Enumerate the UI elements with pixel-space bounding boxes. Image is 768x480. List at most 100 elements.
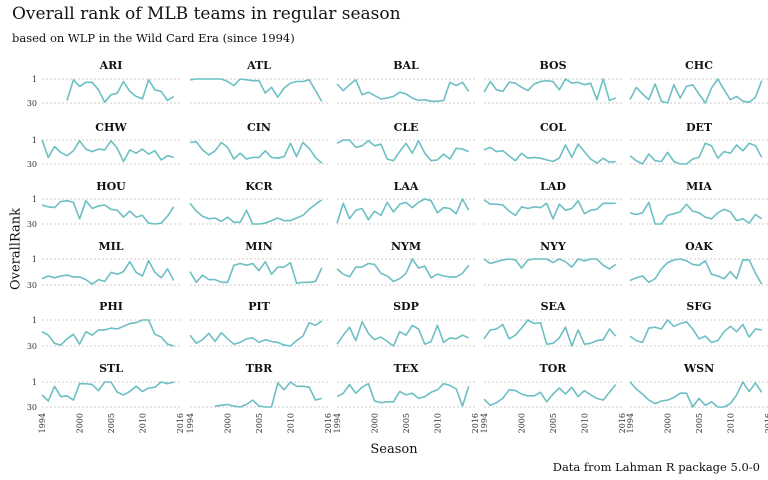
- x-tick-label: 2016: [471, 413, 480, 433]
- facet-title: BOS: [539, 59, 566, 72]
- series-line-phi: [41, 319, 174, 347]
- facet-panel-laa: LAA: [336, 180, 475, 225]
- x-tick-label: 2016: [764, 413, 768, 433]
- series-line-col: [483, 143, 616, 164]
- series-line-bos: [483, 78, 616, 102]
- x-tick-label: 2005: [255, 413, 264, 433]
- series-line-det: [629, 142, 763, 165]
- facet-panel-ari: ARI 1 30: [27, 59, 180, 108]
- facet-panel-lad: LAD: [483, 180, 622, 225]
- facet-panel-col: COL: [483, 121, 622, 165]
- facet-title: ATL: [246, 59, 271, 72]
- facet-panel-pit: PIT: [189, 300, 328, 347]
- series-line-sdp: [336, 321, 470, 347]
- chart-subtitle: based on WLP in the Wild Card Era (since…: [12, 31, 295, 45]
- series-line-lad: [483, 199, 616, 220]
- x-tick-label: 2010: [138, 413, 147, 433]
- x-tick-label: 1994: [186, 413, 195, 433]
- facet-title: BAL: [393, 59, 419, 72]
- facet-title: STL: [99, 362, 123, 375]
- x-tick-label: 2016: [324, 413, 333, 433]
- series-line-bal: [336, 79, 470, 103]
- facet-panel-mil: MIL 1 30: [27, 240, 180, 290]
- facet-title: CLE: [394, 121, 419, 134]
- facet-title: SDP: [393, 300, 419, 313]
- y-tick-label: 30: [27, 220, 37, 229]
- y-tick-label: 30: [27, 99, 37, 108]
- facet-title: NYM: [391, 240, 421, 253]
- y-tick-label: 1: [32, 255, 37, 264]
- facet-panel-tor: TOR 1994 2000 2005 2010 2016: [480, 362, 627, 433]
- series-line-hou: [41, 199, 175, 225]
- series-line-cle: [336, 139, 469, 162]
- facet-title: NYY: [540, 240, 566, 253]
- x-axis-label: Season: [370, 442, 418, 457]
- facet-title: ARI: [99, 59, 123, 72]
- facet-panel-sdp: SDP: [336, 300, 475, 347]
- series-line-mia: [629, 201, 763, 225]
- y-tick-label: 1: [32, 136, 37, 145]
- x-tick-label: 1994: [38, 413, 47, 433]
- series-line-chc: [629, 78, 763, 104]
- facet-panel-sea: SEA: [483, 300, 622, 347]
- facet-panel-hou: HOU 1 30: [27, 180, 180, 229]
- series-line-laa: [336, 198, 470, 224]
- x-tick-label: 2005: [107, 413, 116, 433]
- series-line-stl: [41, 381, 174, 402]
- facet-title: PHI: [99, 300, 123, 313]
- y-tick-label: 30: [27, 403, 37, 412]
- facet-title: CHW: [95, 121, 127, 134]
- x-tick-label: 2000: [371, 413, 380, 433]
- series-line-tor: [483, 384, 617, 407]
- y-tick-label: 30: [27, 281, 37, 290]
- facet-title: WSN: [683, 362, 714, 375]
- facet-panel-cin: CIN: [189, 121, 328, 165]
- facet-title: LAA: [394, 180, 419, 193]
- facet-panel-cle: CLE: [336, 121, 475, 165]
- facet-panel-tex: TEX 1994 2000 2005 2010 2016: [333, 362, 480, 433]
- facet-panel-atl: ATL: [189, 59, 328, 104]
- facet-title: MIA: [686, 180, 712, 193]
- facet-panel-nyy: NYY: [483, 240, 622, 286]
- x-tick-label: 2016: [176, 413, 185, 433]
- x-tick-label: 2000: [664, 413, 673, 433]
- facet-title: SEA: [541, 300, 566, 313]
- series-line-tex: [336, 382, 470, 407]
- chart-title: Overall rank of MLB teams in regular sea…: [12, 4, 401, 24]
- x-tick-label: 2000: [518, 413, 527, 433]
- x-tick-label: 2000: [224, 413, 233, 433]
- series-line-nym: [336, 258, 470, 283]
- series-line-mil: [41, 260, 175, 285]
- series-line-cin: [189, 140, 323, 164]
- facet-title: HOU: [96, 180, 126, 193]
- facet-panel-kcr: KCR: [189, 180, 328, 225]
- facet-title: PIT: [248, 300, 270, 313]
- facet-title: KCR: [245, 180, 273, 193]
- x-tick-label: 1994: [480, 413, 489, 433]
- x-tick-label: 2005: [695, 413, 704, 433]
- facet-panel-tbr: TBR 1994 2000 2005 2010 2016: [186, 362, 333, 433]
- facet-title: SFG: [686, 300, 711, 313]
- x-tick-label: 2005: [402, 413, 411, 433]
- facet-title: TOR: [540, 362, 568, 375]
- facet-title: MIL: [98, 240, 123, 253]
- facet-title: TEX: [393, 362, 419, 375]
- facet-title: COL: [540, 121, 566, 134]
- x-tick-label: 2016: [618, 413, 627, 433]
- x-tick-label: 2010: [286, 413, 295, 433]
- x-tick-label: 2000: [76, 413, 85, 433]
- x-tick-label: 2005: [549, 413, 558, 433]
- x-tick-label: 2010: [726, 413, 735, 433]
- x-tick-label: 2010: [580, 413, 589, 433]
- facet-title: DET: [686, 121, 713, 134]
- series-line-oak: [629, 258, 763, 285]
- facet-panel-wsn: WSN 1994 2000 2005 2010 2016: [626, 362, 768, 433]
- y-tick-label: 1: [32, 316, 37, 325]
- facet-panel-mia: MIA: [629, 180, 768, 225]
- facet-title: LAD: [540, 180, 566, 193]
- facet-title: CIN: [247, 121, 271, 134]
- facet-panel-chw: CHW 1 30: [27, 121, 180, 169]
- series-line-chw: [41, 139, 174, 163]
